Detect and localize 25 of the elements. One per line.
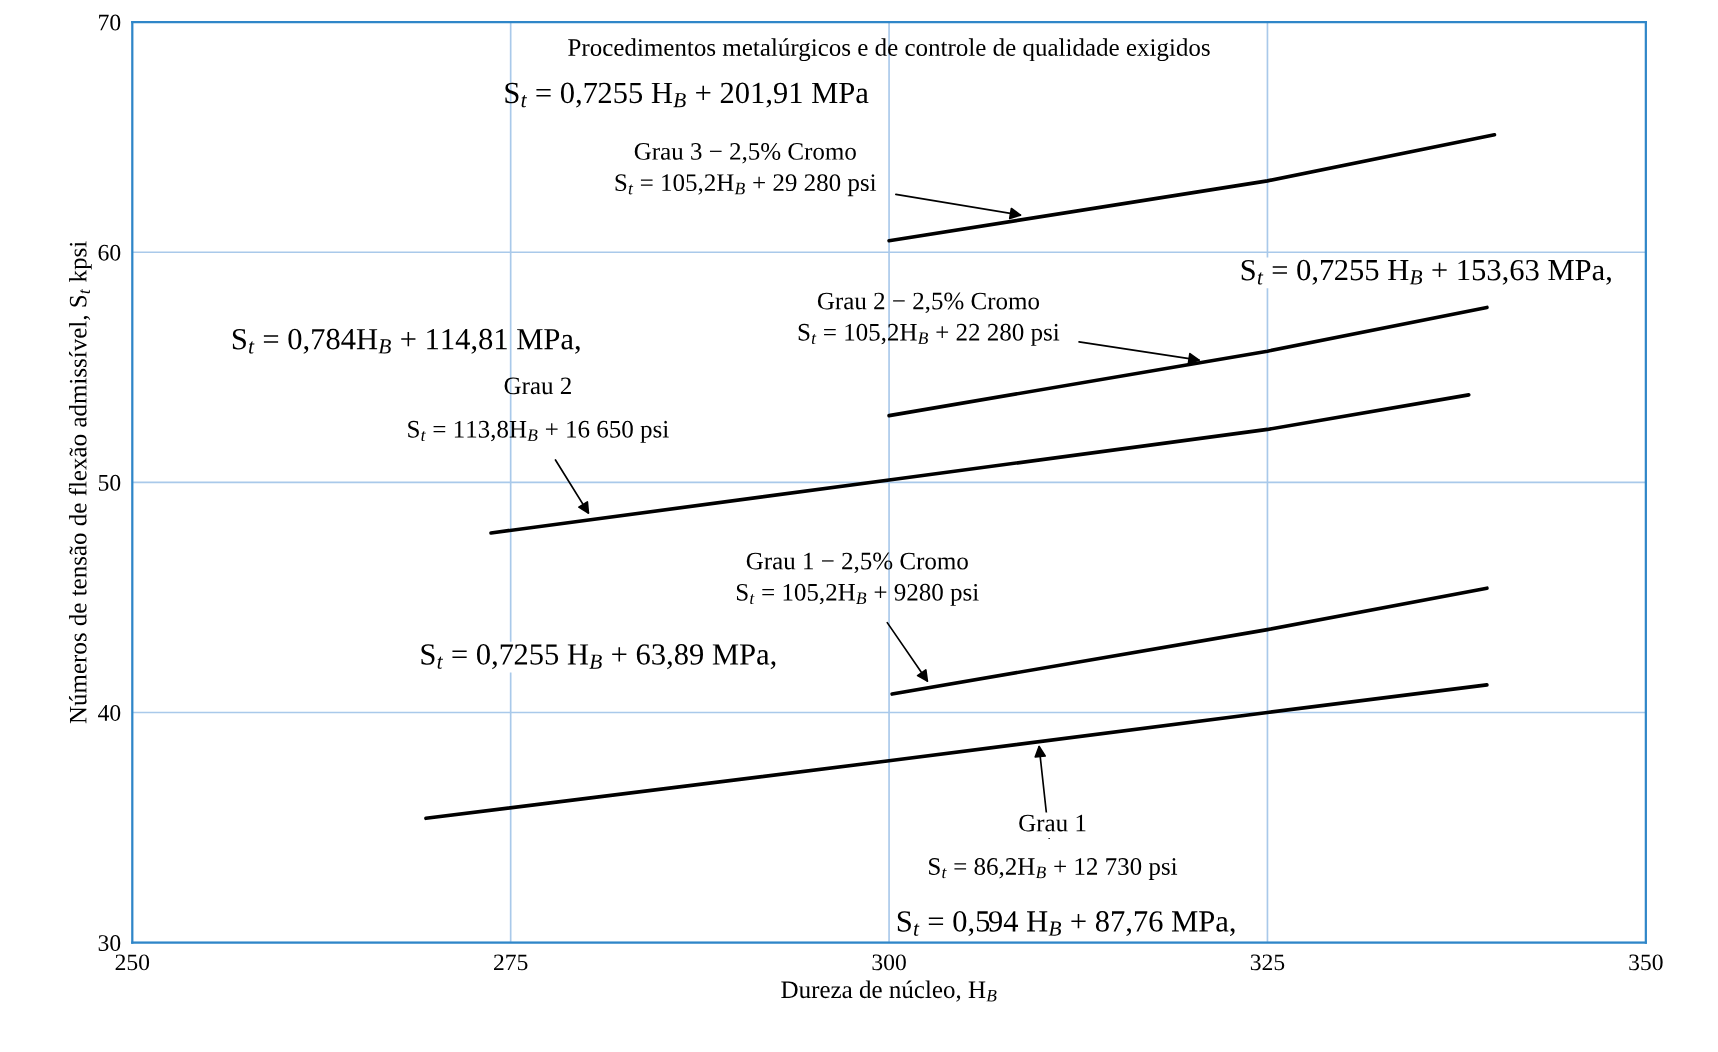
annotation: Grau 1 [1019, 814, 1086, 832]
annotation: S$_{t}$ = 0,7255 H$_{B}$ + 63,89 MPa, [421, 644, 776, 670]
y-tick-label: 70 [99, 14, 121, 31]
annotation: S$_{t}$ = 0,784H$_{B}$ + 114,81 MPa, [232, 328, 580, 354]
annotation: Grau 1 − 2,5% Cromo S$_{t}$ = 105,2H$_{B}$ + 9280 psi [736, 552, 979, 606]
x-tick-label: 325 [1250, 954, 1285, 971]
annotation: S$_{t}$ = 86,2H$_{B}$ + 12 730 psi [929, 858, 1178, 880]
x-axis-title: Dureza de núcleo, H$_{B}$ [781, 980, 997, 1002]
annotation: S$_{t}$ = 113,8H$_{B}$ + 16 650 psi [408, 420, 669, 443]
x-tick-label: 300 [872, 954, 906, 971]
y-tick-label: 30 [98, 935, 121, 952]
annotation: S$_{t}$ = 0,594 H$_{B}$ + 87,76 MPa, [897, 911, 1235, 937]
y-tick-label: 60 [98, 244, 121, 261]
annotation: S$_{t}$ = 0,7255 H$_{B}$ + 153,63 MPa, [1241, 259, 1611, 285]
x-tick-label: 350 [1629, 954, 1663, 971]
annotation: S$_{t}$ = 0,7255 H$_{B}$ + 201,91 MPa [505, 82, 869, 108]
x-tick-label: 275 [494, 954, 528, 971]
annotation: Procedimentos metalúrgicos e de controle de qualidade exigidos [568, 38, 1210, 62]
y-tick-label: 40 [98, 704, 121, 721]
y-tick-label: 50 [98, 474, 121, 491]
y-axis-title: Números de tensão de flexão admissível, S$_{t}$ kpsi [68, 241, 92, 724]
annotation: Grau 2 − 2,5% Cromo S$_{t}$ = 105,2H$_{B}$ + 22 280 psi [798, 292, 1060, 346]
annotation: Grau 3 − 2,5% Cromo S$_{t}$ = 105,2H$_{B}$ + 29 280 psi [615, 143, 877, 197]
x-tick-label: 250 [115, 954, 150, 971]
annotation: Grau 2 [504, 377, 571, 395]
